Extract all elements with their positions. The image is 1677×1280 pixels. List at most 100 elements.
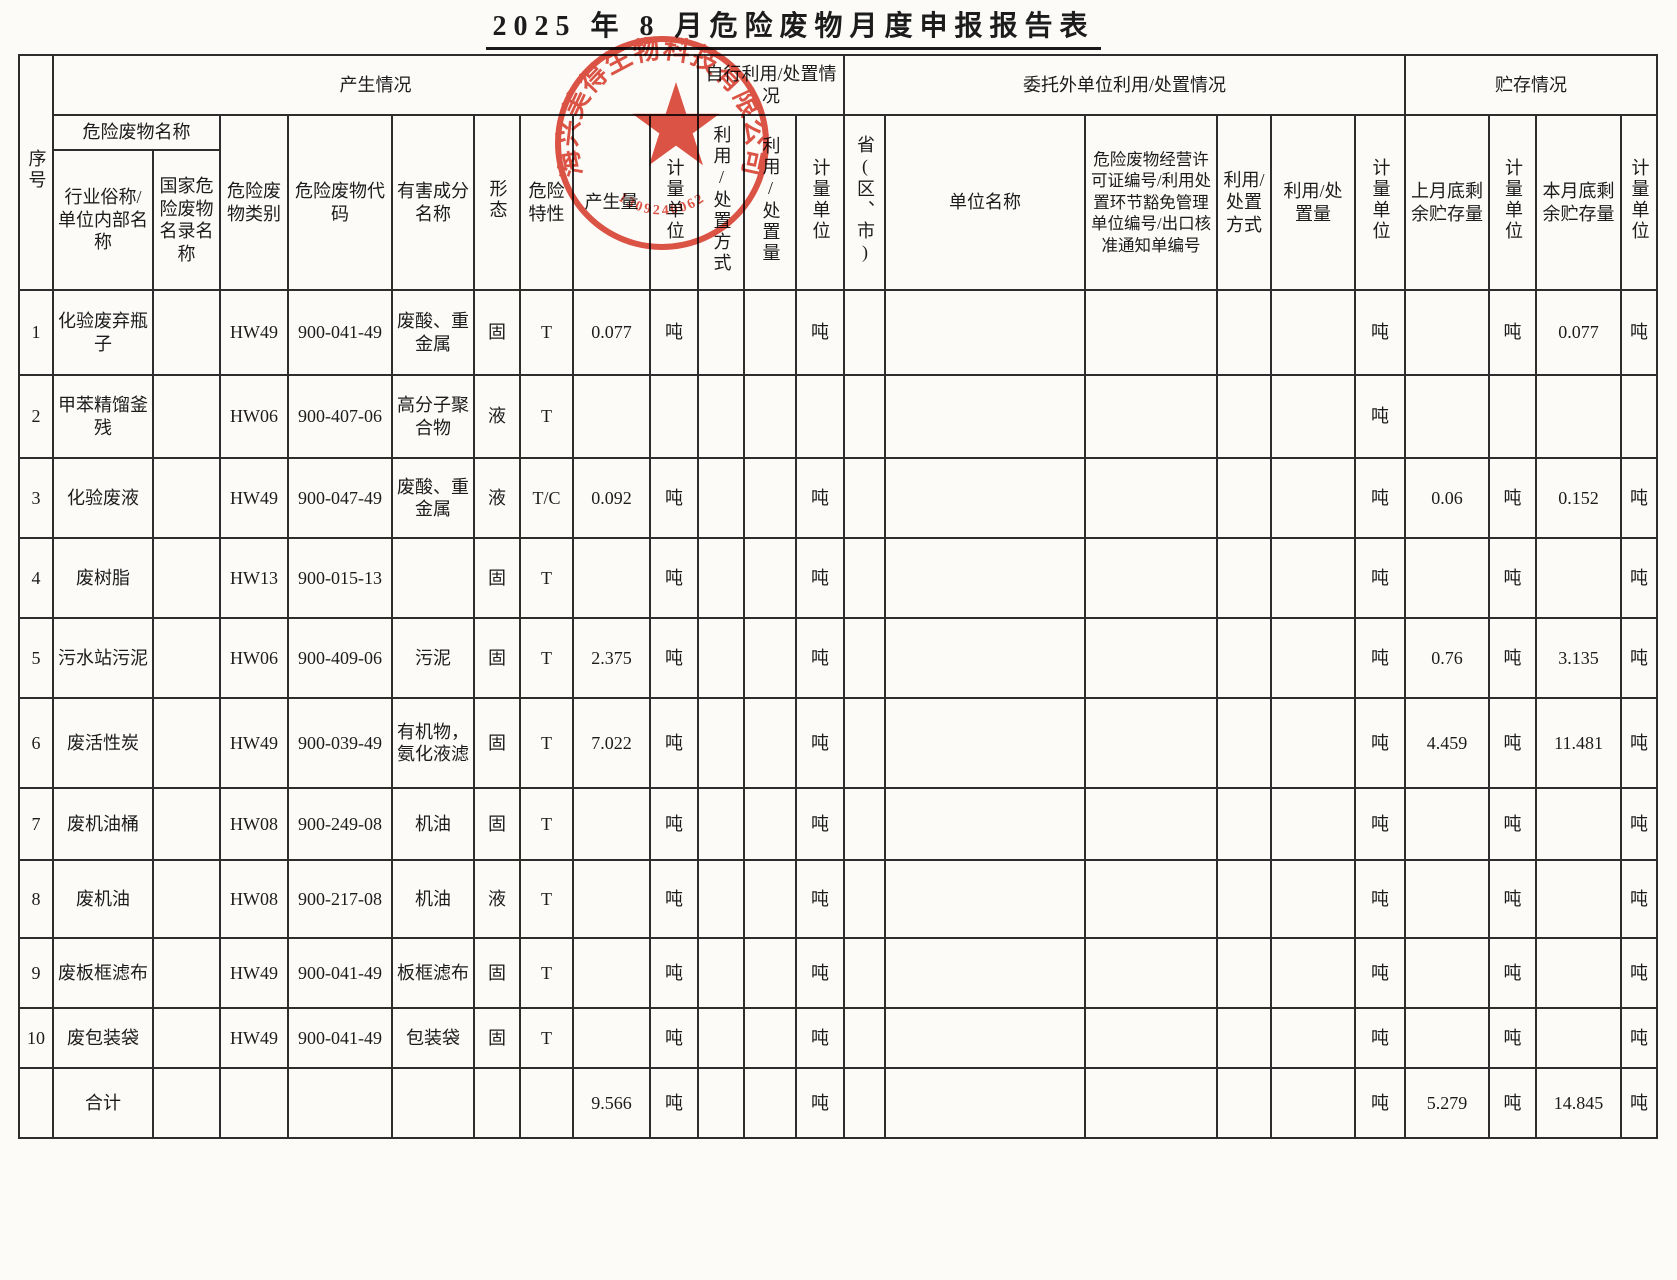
cell-form: 固 [473, 617, 521, 699]
cell-category: HW13 [219, 537, 289, 619]
col-header-self-method: 利用/处置方式 [697, 114, 746, 291]
hazardous-waste-report-table: 序号 产生情况 自行利用/处置情况 委托外单位利用/处置情况 贮存情况 危险废物… [18, 54, 1659, 1139]
cell-self-unit: 吨 [795, 937, 846, 1009]
cell-seq: 6 [18, 697, 54, 789]
cell-storage-this: 11.481 [1535, 697, 1623, 789]
cell-harmful-component: 板框滤布 [391, 937, 475, 1009]
cell-category: HW08 [219, 787, 289, 861]
cell-ent-unit: 吨 [1354, 859, 1407, 939]
cell-self-unit: 吨 [795, 697, 846, 789]
cell-storage-last-unit: 吨 [1488, 697, 1538, 789]
group-header-production: 产生情况 [51, 54, 700, 116]
cell-harmful-component [391, 1067, 475, 1139]
cell-ent-unit: 吨 [1354, 289, 1407, 376]
cell-category: HW49 [219, 457, 289, 539]
cell-national-name [152, 374, 221, 459]
page-title: 2025 年 8 月危险废物月度申报报告表 [0, 4, 1632, 50]
cell-form: 固 [473, 787, 521, 861]
cell-self-amount [743, 617, 798, 699]
cell-province [843, 1007, 887, 1069]
cell-company-name [884, 1067, 1087, 1139]
cell-gen-unit [648, 374, 700, 459]
cell-storage-this-unit: 吨 [1620, 1007, 1659, 1069]
cell-ent-method [1216, 787, 1273, 861]
cell-national-name [152, 537, 221, 619]
cell-industry-name: 废机油 [52, 859, 154, 939]
cell-storage-this [1535, 937, 1623, 1009]
cell-form: 液 [473, 374, 521, 459]
cell-storage-this [1535, 537, 1623, 619]
col-header-storage-last: 上月底剩余贮存量 [1404, 114, 1491, 291]
cell-license [1084, 289, 1219, 376]
cell-self-amount [743, 1007, 798, 1069]
cell-storage-last [1404, 374, 1491, 459]
cell-storage-last-unit: 吨 [1488, 537, 1538, 619]
cell-ent-unit: 吨 [1354, 787, 1407, 861]
cell-self-unit: 吨 [795, 1007, 846, 1069]
cell-gen-unit: 吨 [648, 289, 700, 376]
cell-code [287, 1067, 393, 1139]
table-row: 2 甲苯精馏釜残 HW06 900-407-06 高分子聚合物液 T 吨 [18, 374, 1659, 459]
cell-company-name [884, 617, 1087, 699]
cell-category: HW06 [219, 374, 289, 459]
cell-code: 900-041-49 [287, 1007, 393, 1069]
cell-gen-amount [572, 787, 651, 861]
cell-hazard-trait: T [519, 787, 574, 861]
cell-harmful-component: 高分子聚合物 [391, 374, 475, 459]
cell-license [1084, 859, 1219, 939]
col-header-ent-amount: 利用/处置量 [1270, 114, 1357, 291]
cell-hazard-trait [519, 1067, 574, 1139]
cell-gen-amount: 0.092 [572, 457, 651, 539]
cell-self-method [697, 617, 746, 699]
cell-self-amount [743, 1067, 798, 1139]
cell-form: 固 [473, 537, 521, 619]
cell-industry-name: 甲苯精馏釜残 [52, 374, 154, 459]
cell-self-amount [743, 374, 798, 459]
cell-harmful-component: 有机物，氨化液滤 [391, 697, 475, 789]
cell-license [1084, 1067, 1219, 1139]
cell-category: HW06 [219, 617, 289, 699]
cell-self-amount [743, 937, 798, 1009]
cell-industry-name: 废活性炭 [52, 697, 154, 789]
cell-seq: 3 [18, 457, 54, 539]
table-row: 1 化验废弃瓶子 HW49 900-041-49 废酸、重金属固 T 0.077 吨吨吨吨 0.… [18, 289, 1659, 376]
cell-gen-amount: 9.566 [572, 1067, 651, 1139]
cell-seq: 1 [18, 289, 54, 376]
group-header-storage: 贮存情况 [1404, 54, 1659, 116]
cell-gen-unit: 吨 [648, 937, 700, 1009]
cell-code: 900-039-49 [287, 697, 393, 789]
cell-self-method [697, 937, 746, 1009]
col-header-gen-unit: 计量单位 [648, 114, 700, 291]
col-header-gen-amount: 产生量 [572, 114, 651, 291]
cell-harmful-component: 废酸、重金属 [391, 289, 475, 376]
cell-seq: 5 [18, 617, 54, 699]
cell-ent-unit: 吨 [1354, 697, 1407, 789]
cell-national-name [152, 697, 221, 789]
cell-self-amount [743, 787, 798, 861]
table-row: 9 废板框滤布 HW49 900-041-49 板框滤布固 T 吨 吨 吨 吨 吨 [18, 937, 1659, 1009]
col-header-ent-unit: 计量单位 [1354, 114, 1407, 291]
col-header-form: 形态 [473, 114, 521, 291]
cell-ent-unit: 吨 [1354, 537, 1407, 619]
cell-province [843, 457, 887, 539]
cell-storage-last-unit: 吨 [1488, 289, 1538, 376]
cell-self-unit [795, 374, 846, 459]
cell-industry-name: 废包装袋 [52, 1007, 154, 1069]
cell-ent-method [1216, 537, 1273, 619]
sub-header-row-2: 行业俗称/单位内部名称 国家危险废物名录名称 [19, 149, 1657, 291]
cell-industry-name: 化验废液 [52, 457, 154, 539]
cell-gen-amount [572, 374, 651, 459]
cell-storage-last-unit: 吨 [1488, 937, 1538, 1009]
cell-storage-last [1404, 1007, 1491, 1069]
cell-self-method [697, 537, 746, 619]
cell-self-amount [743, 537, 798, 619]
cell-company-name [884, 937, 1087, 1009]
cell-category: HW49 [219, 1007, 289, 1069]
cell-national-name [152, 1007, 221, 1069]
col-header-waste-name-group: 危险废物名称 [52, 114, 221, 151]
cell-province [843, 859, 887, 939]
cell-code: 900-217-08 [287, 859, 393, 939]
cell-gen-unit: 吨 [648, 617, 700, 699]
cell-storage-last-unit [1488, 374, 1538, 459]
cell-gen-amount [572, 937, 651, 1009]
